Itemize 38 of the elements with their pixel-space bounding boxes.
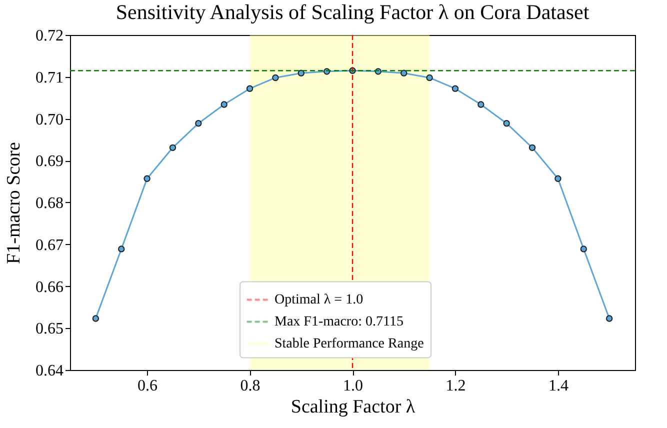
point	[169, 144, 176, 151]
x-tick-label: 0.8	[240, 378, 260, 394]
point	[478, 101, 484, 108]
point	[452, 85, 459, 92]
chart-title: Sensitivity Analysis of Scaling Factor λ on Cora Dataset	[116, 0, 590, 24]
y-tick-label: 0.68	[36, 195, 64, 212]
point	[528, 144, 536, 151]
legend-label: Max F1-macro: 0.7115	[274, 314, 404, 330]
y-tick-label: 0.72	[36, 28, 64, 44]
point	[144, 175, 150, 182]
ref-line-label: Optimal λ = 1.0	[274, 292, 364, 308]
y-axis-title: F1-macro Score	[4, 142, 24, 264]
y-tick-label: 0.65	[36, 320, 64, 338]
y-tick-label: 0.69	[36, 153, 64, 170]
point	[503, 120, 510, 127]
point	[298, 70, 304, 76]
point	[580, 246, 587, 252]
point	[606, 315, 613, 322]
point	[195, 120, 202, 127]
x-tick-label: 0.6	[138, 378, 158, 394]
x-axis-title: Scaling Factor λ	[290, 396, 416, 418]
x-tick-label: 1.0	[343, 378, 363, 394]
point	[272, 74, 279, 82]
band-label: Stable Performance Range	[274, 336, 424, 352]
point	[118, 246, 125, 252]
x-tick-label: 1.2	[446, 378, 466, 394]
x-tick-label: 1.4	[548, 378, 568, 394]
point	[246, 85, 254, 92]
y-tick-label: 0.70	[36, 111, 64, 128]
point	[426, 74, 433, 82]
point	[400, 70, 408, 76]
y-tick-label: 0.64	[36, 362, 64, 380]
y-tick-label: 0.66	[36, 278, 64, 296]
point	[92, 315, 100, 322]
point	[220, 101, 228, 108]
y-tick-label: 0.71	[36, 69, 64, 86]
point	[554, 175, 562, 182]
y-tick-label: 0.67	[36, 236, 64, 254]
